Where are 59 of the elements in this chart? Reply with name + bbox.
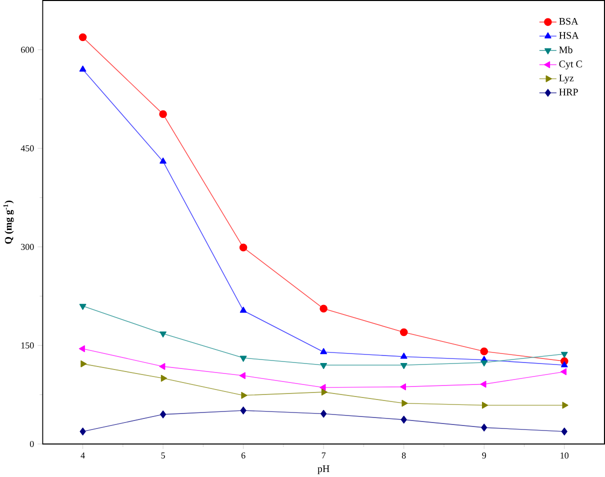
point [400, 352, 408, 359]
point [160, 331, 166, 338]
point [400, 328, 408, 336]
x-tick-label: 8 [402, 452, 406, 458]
point [560, 368, 567, 375]
y-tick-label: 150 [21, 342, 34, 348]
point [560, 352, 568, 358]
x-tick-label: 10 [560, 452, 569, 458]
y-tick-label: 600 [21, 46, 34, 53]
point [79, 304, 86, 310]
point [241, 392, 248, 399]
legend-label: Cyt C [559, 60, 582, 70]
point [160, 374, 167, 382]
legend-label: HSA [559, 32, 579, 39]
point [79, 65, 86, 72]
point [400, 416, 407, 424]
point [400, 362, 408, 369]
legend-label: Mb [559, 46, 572, 54]
point [80, 427, 86, 436]
point [402, 400, 408, 406]
point [320, 304, 328, 312]
point [160, 410, 166, 418]
point [481, 423, 488, 432]
point [562, 402, 568, 408]
point [159, 110, 167, 118]
point [160, 157, 166, 164]
point [159, 362, 166, 370]
x-tick-label: 9 [482, 452, 486, 458]
point [239, 243, 248, 252]
y-tick-label: 0 [30, 440, 34, 447]
y-tick-label: 450 [20, 145, 34, 152]
legend-label: BSA [559, 18, 578, 24]
x-tick-label: 7 [322, 452, 326, 458]
x-tick-label: 6 [241, 452, 246, 458]
text: Q (mg g$^{-1}$) [3, 200, 14, 244]
point [321, 388, 328, 396]
point [561, 427, 568, 436]
point [78, 345, 85, 352]
legend-label: Lyz [559, 74, 574, 84]
point [480, 347, 488, 356]
point [320, 362, 328, 369]
point [320, 348, 328, 354]
point [240, 406, 246, 414]
point [320, 410, 327, 418]
legend-label: HRP [559, 88, 578, 96]
point [239, 372, 246, 379]
point [560, 361, 568, 368]
x-axis-title: pH [318, 465, 330, 474]
point [482, 402, 488, 408]
point [480, 360, 488, 366]
point [80, 360, 87, 368]
x-tick-label: 4 [80, 452, 85, 458]
x-tick-label: 5 [161, 452, 165, 458]
y-tick-label: 300 [21, 244, 34, 250]
point [400, 383, 406, 390]
point [240, 306, 247, 313]
point [78, 33, 87, 41]
point [240, 356, 247, 362]
point [480, 380, 486, 388]
